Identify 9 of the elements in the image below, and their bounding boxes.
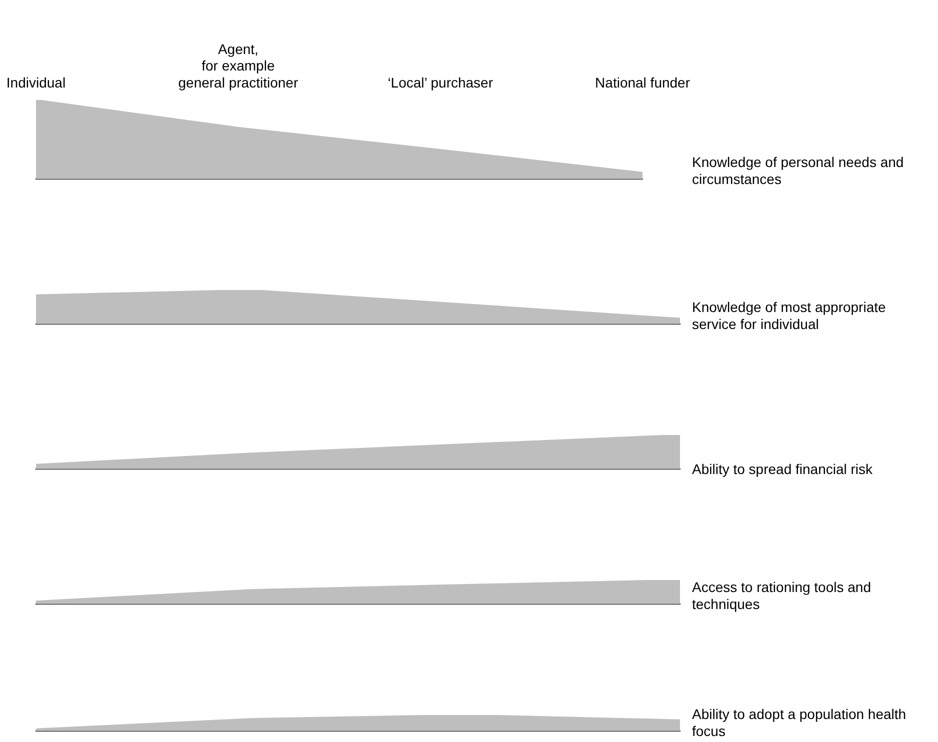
x-tick-label: ‘Local’ purchaser <box>388 74 494 90</box>
text: Knowledge of most appropriate service for individual <box>692 299 887 333</box>
x-tick-label: National funder <box>595 74 690 90</box>
text: Access to rationing tools and techniques <box>692 579 872 613</box>
text: Ability to adopt a population health focus <box>692 706 908 740</box>
x-tick-label: Agent, for example general practitioner <box>178 40 298 90</box>
x-tick-label: Individual <box>6 74 66 90</box>
text: Ability to spread financial risk <box>692 461 874 478</box>
text: Knowledge of personal needs and circumstances <box>692 154 905 188</box>
